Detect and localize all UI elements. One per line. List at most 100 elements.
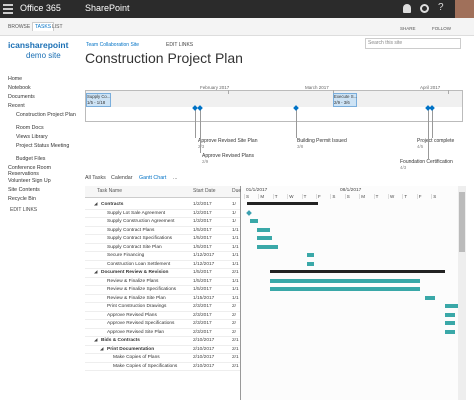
ribbon: [0, 18, 474, 36]
bell-icon[interactable]: [403, 4, 411, 13]
gantt-day: S: [344, 194, 361, 199]
breadcrumb[interactable]: Team Collaboration Site: [86, 42, 140, 48]
nav-link[interactable]: Project Status Meeting: [16, 143, 70, 149]
due-date: 1/1: [232, 227, 239, 233]
task-name: Approve Revised Site Plan: [107, 329, 165, 335]
task-name: Construction Loan Settlement: [107, 261, 171, 267]
nav-link[interactable]: Room Docs: [16, 125, 44, 131]
task-bar: [250, 219, 258, 223]
due-date: 2/: [232, 329, 237, 335]
suite-site[interactable]: SharePoint: [85, 3, 130, 13]
nav-link[interactable]: Construction Project Plan: [16, 112, 76, 118]
edit-links[interactable]: EDIT LINKS: [166, 42, 194, 48]
gantt-day: T: [301, 194, 318, 199]
start-date: 1/12/2017: [193, 261, 215, 267]
nav-link[interactable]: Recycle Bin: [8, 196, 36, 202]
task-row: [85, 200, 240, 210]
milestone-date: 2/3: [198, 144, 205, 149]
task-row: [85, 353, 240, 363]
milestone-line: [432, 108, 433, 138]
due-date: 1/1: [232, 261, 239, 267]
gantt-day: M: [258, 194, 274, 199]
nav-link[interactable]: Notebook: [8, 85, 31, 91]
expand-toggle[interactable]: ◢: [94, 201, 98, 206]
nav-link[interactable]: Views Library: [16, 134, 48, 140]
task-row: [85, 311, 240, 320]
task-bar: [257, 227, 270, 232]
gantt-day: W: [287, 194, 303, 199]
view-link[interactable]: Gantt Chart: [139, 175, 167, 181]
expand-toggle[interactable]: ◢: [94, 269, 98, 274]
due-date: 2/1: [232, 346, 239, 352]
milestone-line: [195, 108, 196, 138]
summary-bar: [270, 270, 445, 273]
task-bar: [270, 287, 420, 291]
logo-sub: demo site: [26, 51, 61, 60]
ribbon-action[interactable]: FOLLOW: [432, 26, 452, 31]
task-name: Review & Finalize Plans: [107, 278, 159, 284]
due-date: 2/1: [232, 338, 239, 343]
ribbon-action[interactable]: SHARE: [400, 26, 416, 31]
avatar[interactable]: [455, 0, 474, 18]
gantt-week: 01/1/2017: [246, 188, 268, 193]
help-icon[interactable]: ?: [438, 2, 444, 13]
nav-edit[interactable]: EDIT LINKS: [10, 207, 38, 213]
nav-link[interactable]: Volunteer Sign Up: [8, 178, 51, 184]
nav-link[interactable]: Site Contents: [8, 187, 40, 193]
scrollbar[interactable]: [458, 186, 466, 400]
task-name: Make Copies of Specifications: [113, 363, 178, 369]
page-title: Construction Project Plan: [85, 50, 243, 66]
suite-bar: Office 365 SharePoint ?: [0, 0, 474, 18]
timeline-bar-dates: 1/5 - 1/18: [87, 100, 106, 105]
gantt-day: T: [272, 194, 289, 199]
month-label: March 2017: [305, 85, 329, 90]
task-row: [85, 285, 240, 295]
view-link[interactable]: Calendar: [111, 175, 133, 181]
timeline-bar-label: Supply Co...: [87, 94, 111, 99]
expand-toggle[interactable]: ◢: [100, 345, 104, 351]
ribbon-tab[interactable]: TASKS: [32, 22, 55, 31]
ribbon-tab[interactable]: LIST: [52, 24, 63, 30]
nav-link[interactable]: Budget Files: [16, 156, 46, 162]
start-date: 2/3/2017: [193, 312, 212, 318]
task-bar: [445, 329, 455, 334]
task-name: Bids & Contracts: [101, 338, 140, 343]
start-date: 1/5/2017: [193, 278, 212, 284]
task-row: [85, 226, 240, 235]
column-header: Task Name: [97, 188, 123, 194]
suite-app[interactable]: Office 365: [20, 3, 61, 13]
view-link[interactable]: ...: [173, 175, 178, 181]
search-box[interactable]: Search this site: [365, 38, 461, 49]
task-bar: [445, 304, 458, 308]
expand-toggle[interactable]: ◢: [94, 337, 98, 342]
nav-link[interactable]: Conference Room Reservations: [8, 165, 51, 177]
milestone-label: Project complete: [417, 138, 455, 144]
gantt-day: T: [373, 194, 390, 199]
start-date: 1/15/2017: [193, 295, 215, 301]
column-header: Start Date: [193, 188, 216, 194]
milestone-line: [200, 108, 201, 153]
nav-link[interactable]: Documents: [8, 94, 35, 100]
due-date: 2/1: [232, 355, 239, 360]
task-bar: [445, 312, 455, 317]
task-name: Supply Contract Site Plan: [107, 244, 162, 250]
start-date: 1/5/2017: [193, 236, 212, 241]
scroll-thumb[interactable]: [459, 192, 465, 252]
milestone-label: Approve Revised Plans: [202, 153, 254, 159]
due-date: 1/: [232, 210, 237, 216]
site-logo[interactable]: icansharepoint demo site: [8, 40, 68, 64]
gantt-day: T: [402, 194, 418, 199]
start-date: 1/5/2017: [193, 270, 212, 275]
task-row: [85, 217, 240, 227]
view-link[interactable]: All Tasks: [85, 175, 106, 181]
task-bar: [257, 244, 278, 249]
nav-link[interactable]: Recent: [8, 103, 25, 109]
ribbon-tab[interactable]: BROWSE: [8, 24, 31, 30]
start-date: 2/3/2017: [193, 321, 212, 326]
start-date: 1/5/2017: [193, 287, 212, 292]
task-bar: [307, 261, 314, 266]
settings-icon[interactable]: [420, 4, 429, 13]
nav-link[interactable]: Home: [8, 76, 23, 82]
app-launcher[interactable]: [3, 4, 13, 14]
task-bar: [270, 278, 420, 283]
